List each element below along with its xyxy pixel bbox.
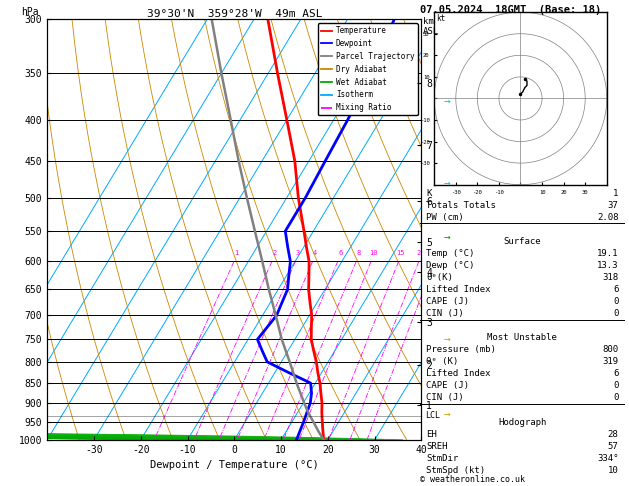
Text: 25: 25 (433, 250, 442, 256)
Text: →: → (444, 334, 450, 345)
Text: 8: 8 (357, 250, 361, 256)
Text: Most Unstable: Most Unstable (487, 333, 557, 342)
Text: θᵉ(K): θᵉ(K) (426, 273, 453, 282)
Legend: Temperature, Dewpoint, Parcel Trajectory, Dry Adiabat, Wet Adiabat, Isotherm, Mi: Temperature, Dewpoint, Parcel Trajectory… (318, 23, 418, 115)
Text: Dewp (°C): Dewp (°C) (426, 261, 475, 270)
Text: 4: 4 (313, 250, 317, 256)
Text: 1: 1 (235, 250, 239, 256)
Text: SREH: SREH (426, 442, 448, 451)
Text: CAPE (J): CAPE (J) (426, 382, 469, 390)
Text: 334°: 334° (597, 454, 618, 463)
Text: 19.1: 19.1 (597, 249, 618, 258)
Text: →: → (444, 410, 450, 419)
Text: 6: 6 (613, 369, 618, 379)
Text: 0: 0 (613, 297, 618, 306)
Text: Lifted Index: Lifted Index (426, 285, 491, 294)
Text: 13.3: 13.3 (597, 261, 618, 270)
Text: 20: 20 (417, 250, 425, 256)
Text: 0: 0 (613, 309, 618, 318)
Text: 1: 1 (613, 189, 618, 198)
Text: km
ASL: km ASL (423, 17, 439, 36)
Text: K: K (426, 189, 431, 198)
Text: 2: 2 (272, 250, 277, 256)
Text: LCL: LCL (425, 412, 440, 420)
Text: 2.08: 2.08 (597, 213, 618, 222)
Text: 0: 0 (613, 382, 618, 390)
Text: Temp (°C): Temp (°C) (426, 249, 475, 258)
Text: 15: 15 (397, 250, 405, 256)
Text: hPa: hPa (21, 7, 38, 17)
Text: CAPE (J): CAPE (J) (426, 297, 469, 306)
Title: 39°30'N  359°28'W  49m ASL: 39°30'N 359°28'W 49m ASL (147, 9, 322, 18)
Text: →: → (444, 232, 450, 243)
Text: StmSpd (kt): StmSpd (kt) (426, 466, 486, 475)
Text: EH: EH (426, 430, 437, 438)
Text: →: → (444, 97, 450, 107)
Text: 800: 800 (603, 345, 618, 354)
Text: kt: kt (437, 14, 445, 23)
Text: 37: 37 (608, 201, 618, 209)
Text: →: → (444, 178, 450, 189)
Text: © weatheronline.co.uk: © weatheronline.co.uk (420, 474, 525, 484)
X-axis label: Dewpoint / Temperature (°C): Dewpoint / Temperature (°C) (150, 460, 319, 470)
Text: 6: 6 (613, 285, 618, 294)
Text: 28: 28 (608, 430, 618, 438)
Text: 6: 6 (338, 250, 342, 256)
Text: 319: 319 (603, 357, 618, 366)
Text: Surface: Surface (504, 237, 541, 246)
Text: Lifted Index: Lifted Index (426, 369, 491, 379)
Text: 3: 3 (296, 250, 300, 256)
Text: 10: 10 (608, 466, 618, 475)
Text: Totals Totals: Totals Totals (426, 201, 496, 209)
Text: 57: 57 (608, 442, 618, 451)
Text: 318: 318 (603, 273, 618, 282)
Text: Hodograph: Hodograph (498, 417, 547, 427)
Text: θᵉ (K): θᵉ (K) (426, 357, 459, 366)
Text: CIN (J): CIN (J) (426, 394, 464, 402)
Text: 07.05.2024  18GMT  (Base: 18): 07.05.2024 18GMT (Base: 18) (420, 5, 601, 15)
Text: CIN (J): CIN (J) (426, 309, 464, 318)
Text: PW (cm): PW (cm) (426, 213, 464, 222)
Text: Pressure (mb): Pressure (mb) (426, 345, 496, 354)
Text: StmDir: StmDir (426, 454, 459, 463)
Text: 10: 10 (369, 250, 377, 256)
Text: 0: 0 (613, 394, 618, 402)
